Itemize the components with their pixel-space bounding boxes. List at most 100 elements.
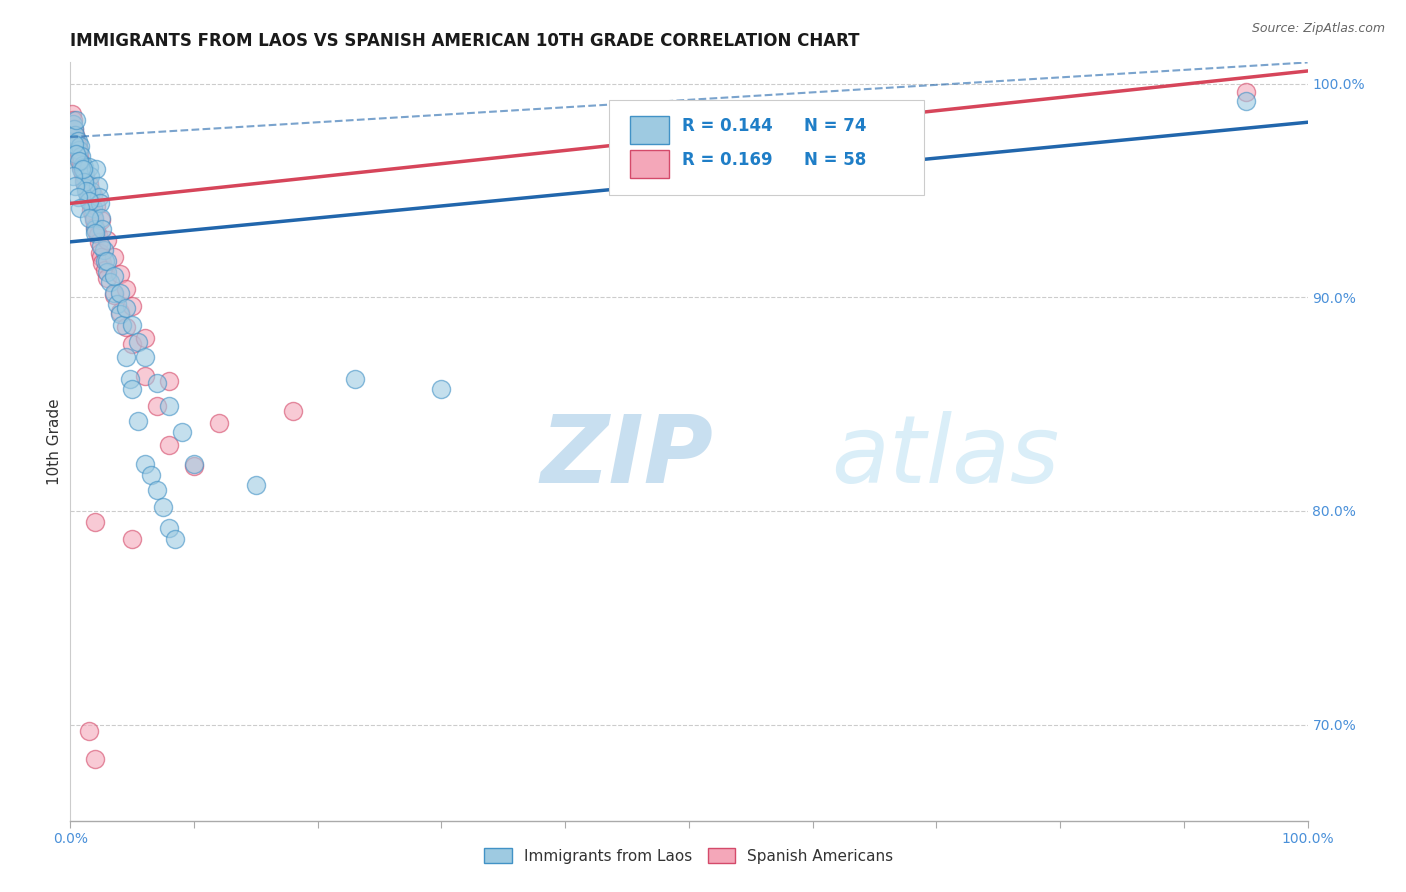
Point xyxy=(90,211,112,226)
Point xyxy=(121,299,143,313)
Point xyxy=(281,403,304,417)
Point xyxy=(65,135,87,149)
Point xyxy=(96,271,118,285)
Point xyxy=(94,254,117,268)
Point xyxy=(83,213,105,227)
Point xyxy=(94,262,117,277)
Text: N = 74: N = 74 xyxy=(804,117,866,135)
Point xyxy=(115,350,138,364)
Point xyxy=(86,228,108,243)
Point xyxy=(139,467,162,482)
Point xyxy=(72,158,94,172)
Point xyxy=(77,177,100,191)
Point xyxy=(62,113,84,128)
Point xyxy=(87,235,110,249)
Point xyxy=(152,500,174,514)
Point xyxy=(62,169,84,183)
Point xyxy=(134,369,156,384)
Point xyxy=(77,211,100,226)
Point xyxy=(134,331,156,345)
Point xyxy=(70,156,93,170)
Point xyxy=(146,399,169,413)
Point xyxy=(90,250,112,264)
FancyBboxPatch shape xyxy=(630,116,669,145)
Point xyxy=(66,135,89,149)
Point xyxy=(66,138,89,153)
Point xyxy=(93,244,115,258)
Point xyxy=(63,128,86,142)
Point xyxy=(121,318,143,333)
Point xyxy=(65,147,87,161)
Point xyxy=(103,288,125,302)
Point xyxy=(84,515,107,529)
Legend: Immigrants from Laos, Spanish Americans: Immigrants from Laos, Spanish Americans xyxy=(478,842,900,870)
Point xyxy=(84,219,107,234)
Text: R = 0.144: R = 0.144 xyxy=(682,117,772,135)
Point xyxy=(63,136,86,151)
Point xyxy=(111,318,134,333)
Point xyxy=(134,457,156,471)
Point xyxy=(84,198,107,212)
Point xyxy=(77,192,100,206)
Point xyxy=(90,213,112,227)
Point xyxy=(96,233,118,247)
Point xyxy=(65,128,87,142)
Point xyxy=(430,382,453,396)
Point xyxy=(75,169,97,183)
Point xyxy=(96,265,118,279)
Point xyxy=(79,196,101,211)
Point xyxy=(108,267,131,281)
Text: atlas: atlas xyxy=(831,411,1060,502)
Point xyxy=(84,752,107,766)
Point xyxy=(108,305,131,319)
Point xyxy=(66,190,89,204)
Point xyxy=(75,181,97,195)
Point xyxy=(84,224,107,238)
Point xyxy=(80,202,103,217)
Point xyxy=(87,190,110,204)
Text: IMMIGRANTS FROM LAOS VS SPANISH AMERICAN 10TH GRADE CORRELATION CHART: IMMIGRANTS FROM LAOS VS SPANISH AMERICAN… xyxy=(70,32,860,50)
Point xyxy=(76,186,98,200)
Text: ZIP: ZIP xyxy=(540,410,713,503)
Point xyxy=(127,414,149,428)
Point xyxy=(103,268,125,283)
Point xyxy=(183,459,205,474)
Point xyxy=(70,149,93,163)
Point xyxy=(67,153,90,168)
Text: Source: ZipAtlas.com: Source: ZipAtlas.com xyxy=(1251,22,1385,36)
Point xyxy=(65,128,87,142)
Point xyxy=(105,297,128,311)
Point xyxy=(82,207,104,221)
FancyBboxPatch shape xyxy=(630,150,669,178)
Point xyxy=(103,286,125,301)
Point xyxy=(77,723,100,738)
Text: R = 0.169: R = 0.169 xyxy=(682,152,772,169)
Point xyxy=(84,162,107,177)
Point xyxy=(1234,86,1257,100)
Point xyxy=(121,337,143,351)
Point xyxy=(108,308,131,322)
Point xyxy=(115,320,138,334)
Point xyxy=(63,121,86,136)
Point xyxy=(86,179,108,194)
Point xyxy=(79,169,101,183)
Point xyxy=(62,117,84,131)
Point xyxy=(157,374,180,388)
Point xyxy=(90,239,112,253)
Point xyxy=(73,160,96,174)
Point xyxy=(208,417,231,431)
Point xyxy=(72,162,94,177)
Point xyxy=(80,184,103,198)
Point xyxy=(69,201,91,215)
Point xyxy=(67,147,90,161)
Point xyxy=(75,184,97,198)
Point xyxy=(70,162,93,177)
Point xyxy=(118,371,141,385)
Point xyxy=(121,532,143,546)
Point xyxy=(165,532,187,546)
Point xyxy=(77,194,100,209)
Point xyxy=(66,143,89,157)
Point xyxy=(69,138,91,153)
Point xyxy=(77,160,100,174)
Point xyxy=(146,376,169,390)
